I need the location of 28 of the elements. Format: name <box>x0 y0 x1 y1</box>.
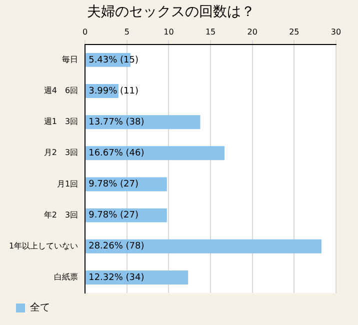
x-tick-label: 20 <box>247 28 258 37</box>
y-tick-label: 白紙票 <box>54 272 78 282</box>
x-tick-label: 30 <box>330 28 342 37</box>
data-label: 5.43% (15) <box>88 55 139 66</box>
data-label: 28.26% (78) <box>88 242 144 252</box>
y-tick-label: 毎日 <box>62 55 78 64</box>
data-label: 9.78% (27) <box>88 180 139 190</box>
y-tick-label: 月1回 <box>56 179 78 188</box>
bar <box>86 115 200 130</box>
bar <box>86 146 225 160</box>
y-tick-label: 週1 3回 <box>44 117 78 126</box>
data-label: 13.77% (38) <box>88 117 144 128</box>
x-tick-label: 5 <box>124 28 130 37</box>
data-label: 16.67% (46) <box>88 148 144 159</box>
y-tick-label: 1年以上していない <box>8 241 78 250</box>
data-label: 12.32% (34) <box>88 272 144 283</box>
x-tick-label: 10 <box>164 28 174 37</box>
bar <box>86 239 322 254</box>
y-tick-label: 週4 6回 <box>44 86 78 96</box>
data-label: 9.78% (27) <box>88 210 139 221</box>
chart-title: 夫婦のセックスの回数は？ <box>87 4 255 20</box>
x-tick-label: 25 <box>289 28 300 37</box>
x-tick-label: 15 <box>205 28 216 37</box>
legend-label: 全て <box>30 302 50 314</box>
data-label: 3.99% (11) <box>88 86 139 96</box>
y-tick-label: 年2 3回 <box>44 210 78 220</box>
y-tick-label: 月2 3回 <box>44 148 78 158</box>
x-tick-label: 0 <box>82 28 88 37</box>
